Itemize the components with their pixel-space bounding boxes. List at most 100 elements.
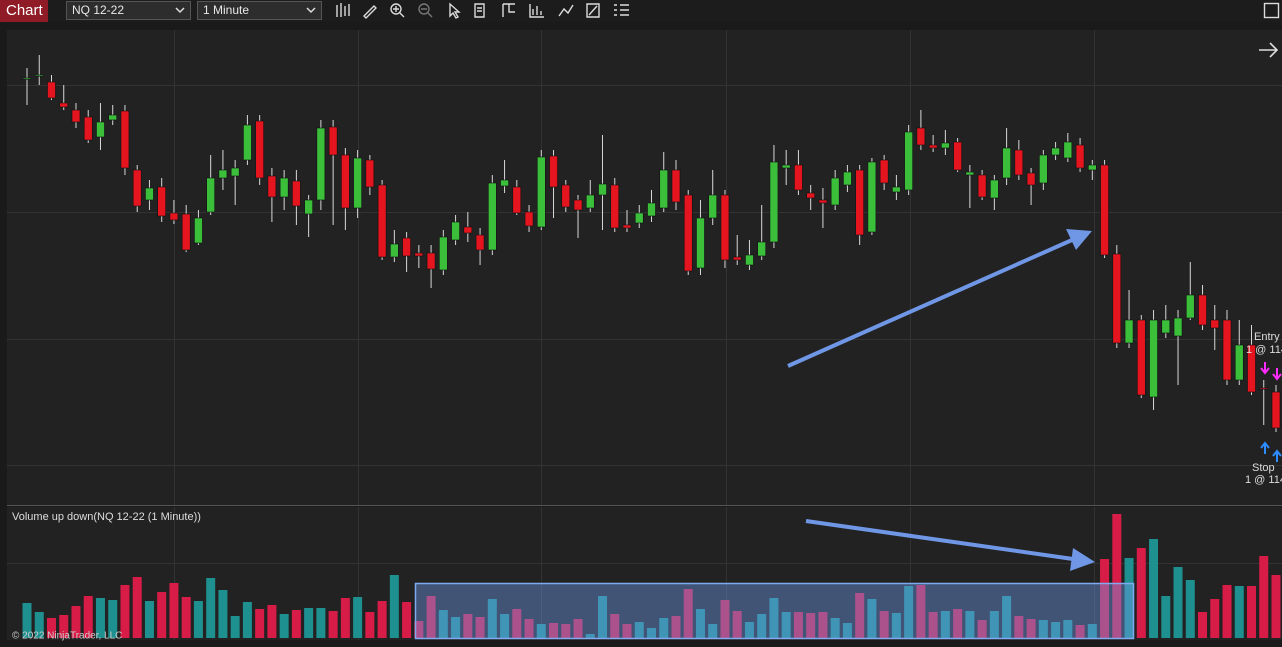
candle-body	[1039, 154, 1048, 184]
volume-bar	[793, 612, 803, 638]
volume-bar	[95, 598, 105, 638]
volume-bar	[193, 601, 203, 638]
chart-tab[interactable]	[0, 0, 48, 22]
candle-body	[941, 142, 950, 149]
window-button[interactable]	[1263, 2, 1280, 19]
candle-body	[463, 226, 473, 234]
volume-bar	[634, 622, 644, 638]
bars-icon[interactable]	[336, 3, 350, 17]
draw-icon[interactable]	[363, 5, 377, 19]
volume-bar	[206, 578, 216, 638]
candle-body	[855, 169, 864, 236]
volume-bar	[1124, 558, 1134, 638]
candle-body	[696, 217, 705, 269]
volume-bar	[377, 601, 387, 638]
volume-bar	[389, 575, 399, 638]
volume-bar	[769, 598, 779, 638]
candle-body	[708, 194, 718, 219]
candle-body	[475, 234, 485, 251]
volume-bar	[426, 596, 436, 638]
zoom-in-icon[interactable]	[390, 3, 402, 15]
price-pane	[7, 30, 1282, 505]
volume-bar	[242, 602, 252, 638]
candle-body	[292, 180, 301, 207]
candle-body	[806, 192, 815, 199]
candle-body	[1149, 319, 1158, 398]
candle-body	[488, 182, 497, 251]
volume-bar	[328, 611, 338, 638]
candle-body	[1100, 164, 1109, 256]
volume-bar	[340, 598, 350, 638]
volume-bar	[744, 622, 754, 638]
interval-select[interactable]	[197, 1, 322, 20]
volume-bar	[22, 603, 32, 638]
candle-body	[585, 194, 595, 209]
templates-icon[interactable]	[502, 3, 515, 17]
candle-body	[1002, 147, 1011, 179]
strategies-icon[interactable]	[558, 4, 574, 17]
scroll-end-icon[interactable]	[1259, 42, 1279, 58]
volume-bar	[842, 623, 852, 638]
candle-body	[120, 110, 130, 169]
candle-body	[818, 199, 828, 204]
volume-bar	[1161, 596, 1171, 638]
candle-body	[990, 179, 999, 199]
candle-body	[1271, 391, 1281, 429]
volume-bar	[867, 599, 877, 638]
volume-bar	[573, 619, 583, 638]
volume-bar	[487, 599, 497, 638]
volume-bar	[120, 585, 130, 638]
candle-body	[267, 175, 277, 198]
toolbar	[0, 0, 1282, 22]
candle-body	[181, 213, 191, 251]
candles	[22, 55, 1281, 432]
indicators-icon[interactable]	[529, 4, 544, 18]
volume-bar	[83, 596, 93, 638]
volume-bar	[475, 617, 485, 638]
candle-body	[634, 212, 644, 224]
data-box-icon[interactable]	[474, 3, 485, 18]
volume-bar	[316, 608, 326, 638]
menu-icon[interactable]	[614, 4, 629, 16]
candle-body	[426, 252, 436, 270]
properties-icon[interactable]	[586, 3, 600, 18]
volume-bar	[977, 620, 987, 638]
instrument-label[interactable]: NQ 12-22	[72, 3, 124, 17]
volume-bar	[1234, 586, 1244, 638]
candle-body	[1063, 141, 1073, 159]
volume-bar	[1026, 619, 1036, 638]
candle-body	[892, 186, 901, 193]
volume-bar	[414, 621, 424, 638]
volume-bar	[34, 612, 44, 638]
candle-body	[230, 167, 240, 177]
volume-bar	[989, 611, 999, 638]
candle-body	[169, 212, 179, 221]
volume-bar	[291, 610, 301, 638]
pointer-icon[interactable]	[449, 2, 461, 19]
volume-bar	[1271, 575, 1281, 638]
volume-bar	[953, 609, 963, 638]
candle-body	[769, 161, 779, 243]
candle-body	[304, 199, 313, 215]
candle-body	[1124, 319, 1134, 344]
candle-body	[377, 184, 387, 258]
candle-body	[720, 194, 730, 261]
instrument-select[interactable]	[66, 1, 191, 20]
volume-bar	[108, 600, 118, 638]
candle-body	[1259, 387, 1269, 390]
candle-body	[953, 141, 962, 171]
volume-bar	[1173, 567, 1183, 638]
candle-body	[1185, 294, 1195, 319]
candle-body	[71, 109, 81, 123]
candle-body	[1051, 147, 1060, 156]
volume-bar	[157, 592, 167, 638]
candle-body	[328, 126, 338, 156]
volume-bar	[524, 619, 534, 638]
chart-tab-label[interactable]: Chart	[6, 2, 44, 19]
candle-body	[512, 186, 522, 214]
volume-bar	[1038, 620, 1048, 638]
zoom-out-icon[interactable]	[418, 3, 430, 15]
interval-label[interactable]: 1 Minute	[203, 3, 249, 17]
candle-body	[757, 241, 767, 257]
candle-body	[732, 256, 742, 261]
